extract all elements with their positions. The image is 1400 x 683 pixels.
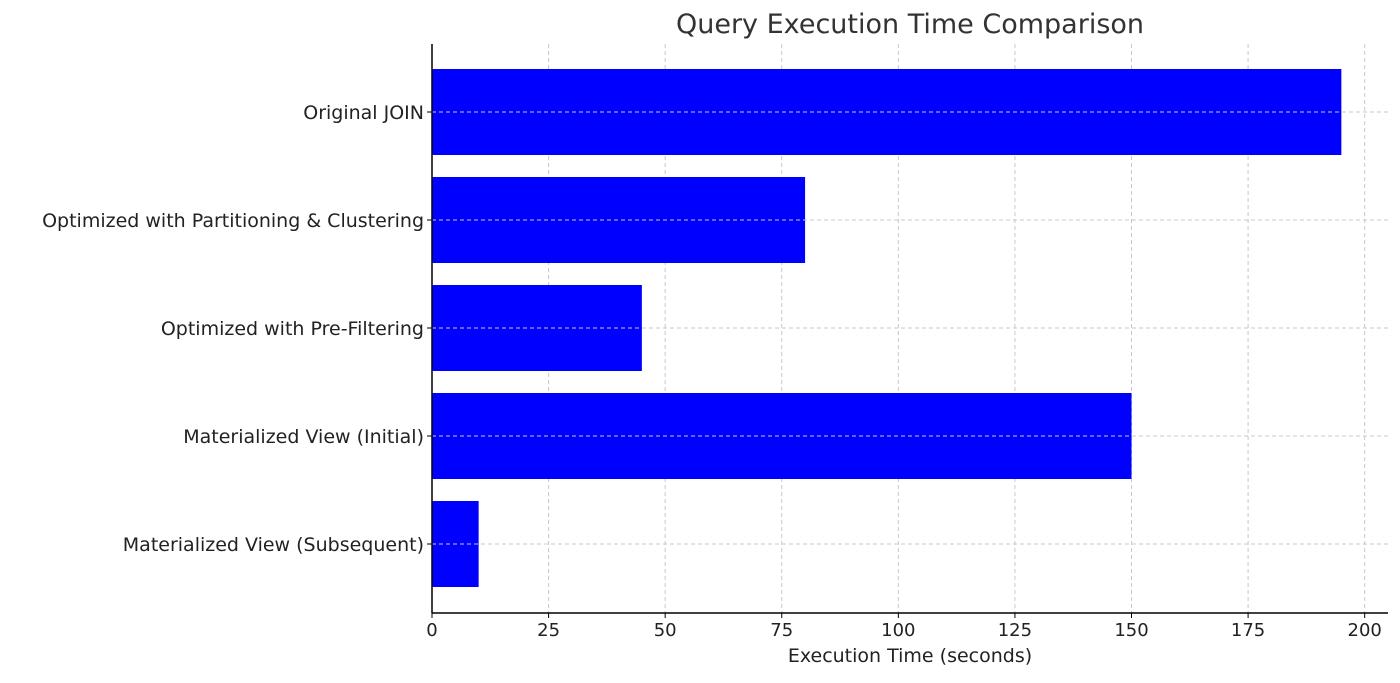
y-tick-label: Optimized with Pre-Filtering bbox=[161, 318, 424, 340]
y-tick-labels: Original JOIN Optimized with Partitioning… bbox=[42, 102, 432, 556]
y-tick-label: Materialized View (Subsequent) bbox=[123, 534, 424, 556]
x-tick-label: 200 bbox=[1348, 620, 1382, 641]
x-tick-label: 50 bbox=[654, 620, 677, 641]
x-tick-label: 175 bbox=[1231, 620, 1265, 641]
x-tick-label: 150 bbox=[1114, 620, 1148, 641]
y-tick-label: Original JOIN bbox=[303, 102, 424, 124]
y-tick-label: Materialized View (Initial) bbox=[183, 426, 424, 448]
chart-title: Query Execution Time Comparison bbox=[676, 9, 1144, 40]
x-tick-label: 25 bbox=[537, 620, 560, 641]
bar bbox=[432, 393, 1132, 479]
bar bbox=[432, 285, 642, 371]
x-tick-label: 100 bbox=[881, 620, 915, 641]
y-tick-label: Optimized with Partitioning & Clustering bbox=[42, 210, 424, 232]
x-tick-label: 125 bbox=[998, 620, 1032, 641]
x-axis-label: Execution Time (seconds) bbox=[788, 645, 1032, 667]
x-tick-label: 0 bbox=[426, 620, 437, 641]
x-ticks: 0 25 50 75 100 125 150 175 200 bbox=[426, 613, 1382, 641]
x-tick-label: 75 bbox=[770, 620, 793, 641]
bars-layer bbox=[432, 69, 1388, 587]
